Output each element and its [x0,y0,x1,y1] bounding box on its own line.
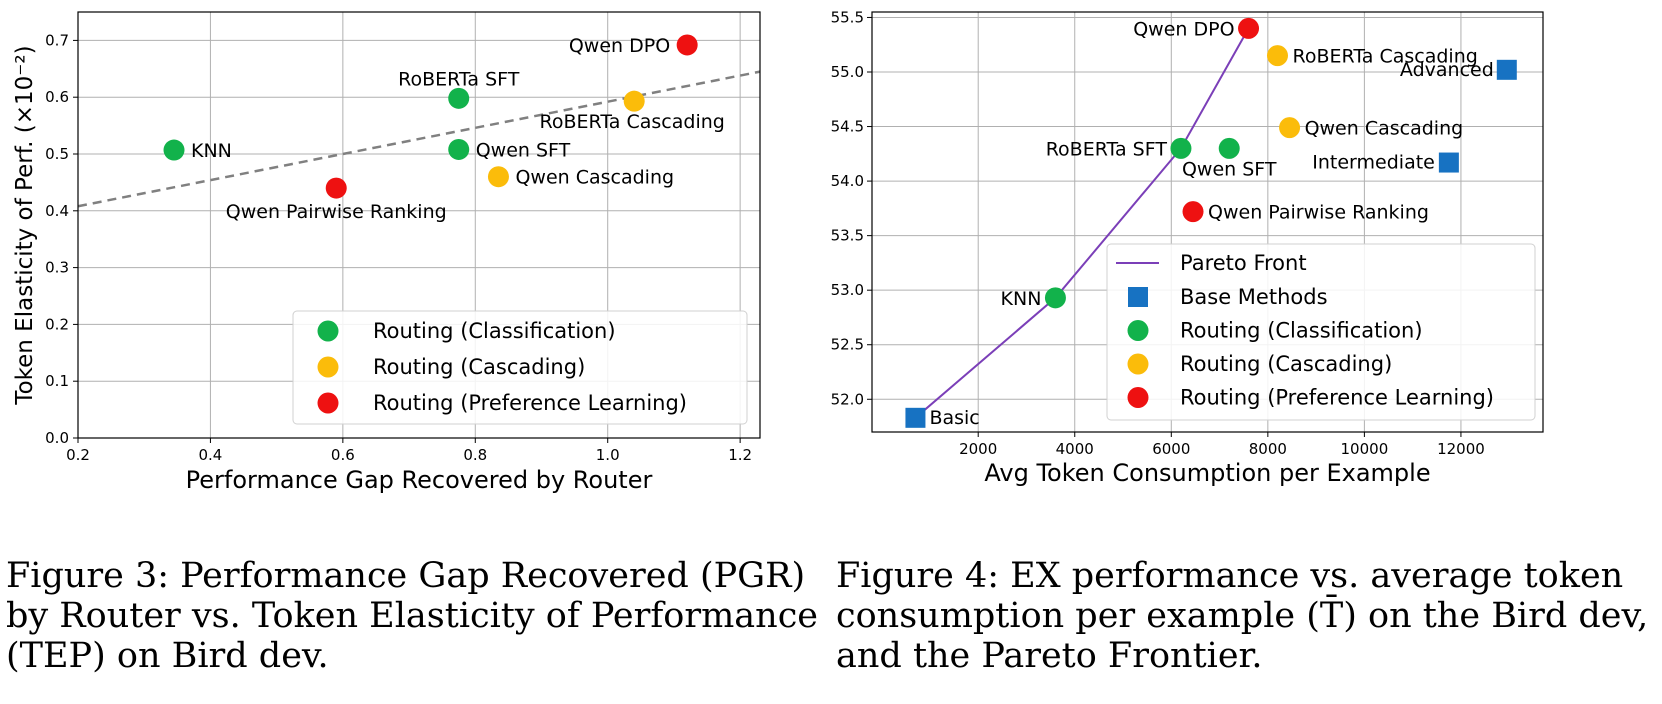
legend-label: Routing (Cascading) [373,355,585,379]
y-tick-label: 0.0 [45,429,69,447]
legend-label: Routing (Classification) [1180,319,1423,343]
point-label: Qwen Pairwise Ranking [1208,202,1429,224]
data-point [1266,45,1288,67]
point-label: Qwen SFT [476,139,571,161]
point-label: Advanced [1400,59,1494,81]
legend-marker [317,392,339,414]
point-label: RoBERTa SFT [398,68,520,90]
y-tick-label: 0.4 [45,202,69,220]
x-tick-label: 2000 [959,440,997,458]
x-tick-label: 6000 [1152,440,1190,458]
y-tick-label: 0.3 [45,259,69,277]
data-point [1438,152,1459,173]
legend-label: Routing (Preference Learning) [1180,386,1494,410]
point-label: KNN [191,140,232,162]
legend-box [292,310,748,425]
legend-label: Routing (Cascading) [1180,352,1392,376]
data-point [325,177,347,199]
data-point [163,139,185,161]
point-label: Qwen DPO [569,35,670,57]
data-point [1279,117,1301,139]
ex-token-scatter-chart: 2000 4000 6000 8000 10000 12000 52.0 52.5 53.0 53… [831,8,1544,487]
data-point [905,407,926,428]
point-label: Qwen Cascading [515,167,674,189]
point-label: RoBERTa Cascading [540,111,725,133]
data-point [1496,59,1517,80]
point-label: Qwen DPO [1133,18,1234,40]
data-point [448,138,470,160]
legend-marker [1128,287,1148,307]
data-point [676,34,698,56]
point-label: Qwen Pairwise Ranking [226,201,447,223]
y-tick-label: 0.2 [45,315,69,333]
legend-box [1106,243,1536,421]
plot-frame [77,11,761,439]
x-tick-label: 0.6 [331,446,355,464]
legend-label: Pareto Front [1180,251,1307,275]
point-label: Qwen Cascading [1305,118,1464,140]
point-label: RoBERTa SFT [1046,138,1168,160]
point-label: Intermediate [1312,152,1435,174]
y-tick-label: 0.1 [45,372,69,390]
x-tick-label: 1.0 [596,446,620,464]
data-point [623,90,645,112]
y-tick-label: 55.0 [831,63,864,81]
y-tick-label: 54.5 [831,118,864,136]
data-point [1170,137,1192,159]
point-label: KNN [1001,288,1042,310]
legend-marker [1127,353,1149,375]
x-axis-label: Performance Gap Recovered by Router [186,466,653,494]
x-tick-label: 12000 [1437,440,1485,458]
x-tick-label: 8000 [1249,440,1287,458]
pareto-front-line [914,27,1250,419]
y-tick-label: 0.6 [45,88,69,106]
figure-4-caption: Figure 4: EX performance vs. average tok… [836,556,1649,676]
x-tick-label: 1.2 [728,446,752,464]
y-tick-label: 53.0 [831,281,864,299]
legend-marker [1127,320,1149,341]
data-point [1218,137,1240,159]
data-point [1238,17,1260,39]
plot-frame [871,11,1544,433]
y-tick-label: 52.5 [831,336,864,354]
legend-label: Routing (Preference Learning) [373,391,687,415]
y-tick-label: 52.0 [831,390,864,408]
x-tick-label: 0.8 [463,446,487,464]
point-label: Qwen SFT [1182,158,1277,180]
legend-marker [317,320,339,342]
point-label: RoBERTa Cascading [1292,46,1477,68]
x-tick-label: 10000 [1341,440,1389,458]
y-tick-label: 0.5 [45,145,69,163]
data-point [1044,287,1066,309]
data-point [448,87,470,109]
y-tick-label: 54.0 [831,172,864,190]
data-point [487,166,509,188]
x-tick-label: 4000 [1056,440,1094,458]
x-tick-label: 0.2 [66,446,90,464]
legend-marker [1127,387,1149,408]
x-axis-label: Avg Token Consumption per Example [984,459,1430,487]
y-tick-label: 0.7 [45,31,69,49]
data-point [1182,201,1204,223]
x-tick-label: 0.4 [198,446,222,464]
y-tick-label: 53.5 [831,227,864,245]
y-axis-label: Token Elasticity of Perf. (×10⁻²) [12,45,38,405]
pgr-tep-scatter-chart: 0.2 0.4 0.6 0.8 1.0 1.2 0.0 0.1 0.2 0.3 0.4 0.5 0.6 0… [12,11,761,494]
point-label: Basic [929,407,979,429]
legend-label: Base Methods [1180,285,1328,309]
trend-line [77,70,761,208]
figure-3-caption: Figure 3: Performance Gap Recovered (PGR… [6,556,819,676]
y-tick-label: 55.5 [831,8,864,26]
legend-label: Routing (Classification) [373,319,616,343]
legend-marker [317,356,339,378]
